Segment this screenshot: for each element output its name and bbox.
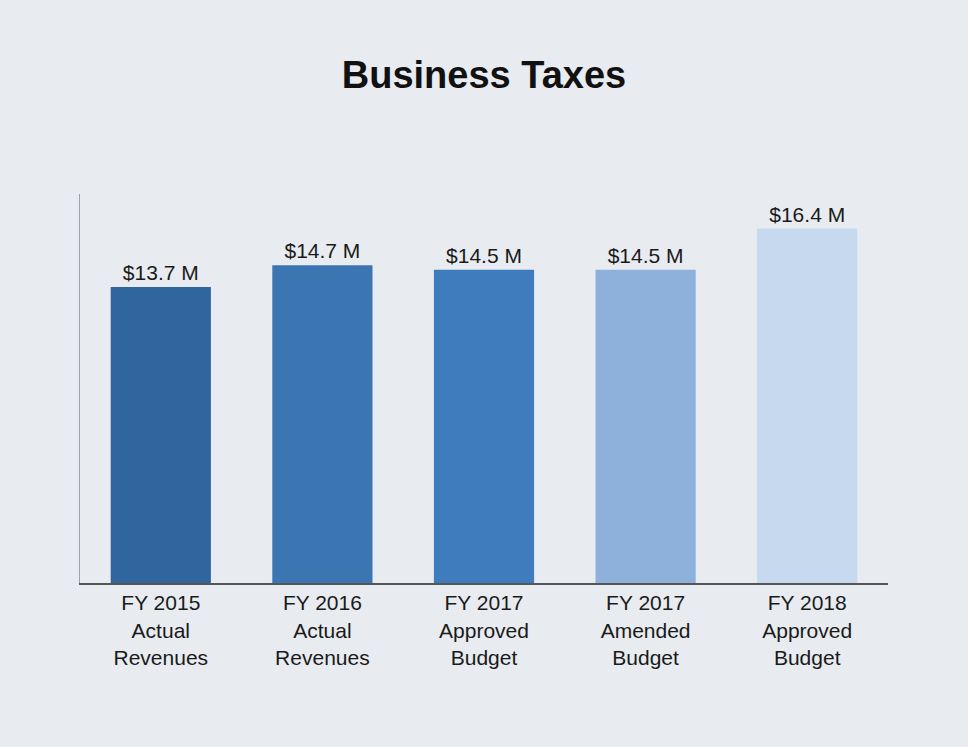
svg-text:Business Taxes: Business Taxes — [342, 54, 626, 96]
svg-text:FY 2016ActualRevenues: FY 2016ActualRevenues — [275, 591, 370, 669]
svg-text:$13.7 M: $13.7 M — [123, 261, 199, 284]
svg-text:$14.7 M: $14.7 M — [284, 239, 360, 262]
svg-text:FY 2015ActualRevenues: FY 2015ActualRevenues — [114, 591, 209, 669]
svg-text:FY 2018ApprovedBudget: FY 2018ApprovedBudget — [762, 591, 852, 669]
svg-text:$14.5 M: $14.5 M — [446, 244, 522, 267]
svg-text:FY 2017ApprovedBudget: FY 2017ApprovedBudget — [439, 591, 529, 669]
svg-text:$14.5 M: $14.5 M — [608, 244, 684, 267]
svg-text:$16.4 M: $16.4 M — [769, 203, 845, 226]
svg-text:FY 2017AmendedBudget: FY 2017AmendedBudget — [601, 591, 691, 669]
